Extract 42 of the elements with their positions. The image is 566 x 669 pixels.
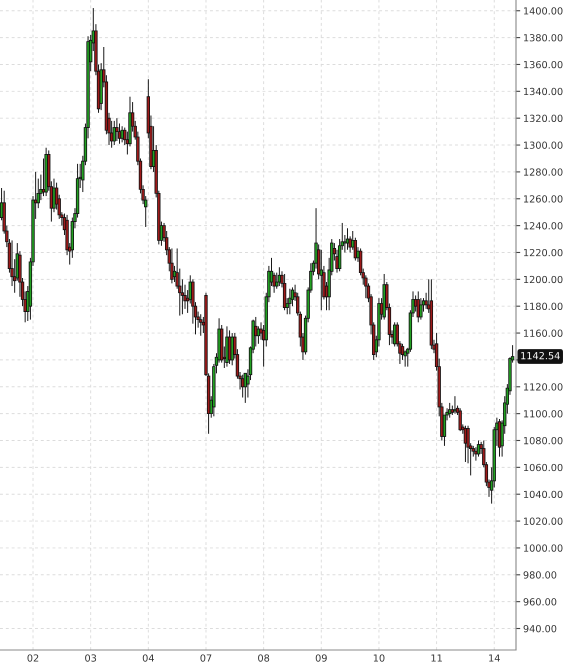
x-tick-label: 03: [85, 654, 96, 662]
x-tick-label: 10: [374, 654, 384, 662]
candlestick: [199, 314, 202, 336]
y-tick-label: 1380.00: [524, 34, 563, 42]
y-tick-label: 1220.00: [524, 248, 563, 256]
y-tick-label: 1000.00: [524, 544, 563, 552]
candlestick: [115, 118, 119, 142]
y-tick-label: 1180.00: [524, 302, 563, 310]
candlestick: [453, 396, 457, 414]
candlestick: [419, 298, 423, 320]
candlestick: [464, 425, 468, 462]
y-tick-label: 940.00: [524, 624, 556, 632]
candlestick: [170, 248, 174, 284]
candlestick: [448, 402, 452, 418]
y-tick-label: 1100.00: [524, 410, 563, 418]
y-tick-label: 1240.00: [524, 222, 563, 230]
y-tick-label: 1160.00: [524, 330, 563, 337]
x-tick-label: 09: [316, 654, 327, 662]
y-tick-label: 1400.00: [524, 7, 563, 15]
y-tick-label: 960.00: [524, 598, 556, 606]
x-tick-label: 07: [200, 654, 212, 662]
y-tick-label: 1040.00: [524, 490, 563, 498]
candlestick: [112, 120, 116, 146]
y-tick-label: 1260.00: [524, 195, 563, 203]
x-tick-label: 08: [258, 654, 270, 662]
x-tick-label: 11: [431, 654, 442, 662]
x-tick-label: 02: [27, 654, 38, 662]
y-tick-label: 1280.00: [524, 168, 563, 176]
y-tick-label: 1080.00: [524, 436, 563, 444]
y-tick-label: 1360.00: [524, 60, 563, 68]
y-tick-label: 1320.00: [524, 114, 563, 122]
y-tick-label: 1300.00: [524, 142, 563, 149]
x-tick-label: 14: [489, 654, 500, 662]
x-tick-label: 04: [142, 654, 154, 662]
y-tick-label: 1340.00: [524, 88, 563, 96]
candlestick: [458, 408, 462, 432]
y-tick-label: 1200.00: [524, 276, 563, 284]
y-tick-label: 1060.00: [524, 464, 563, 472]
y-tick-label: 1020.00: [524, 518, 563, 525]
text: 1142.54: [521, 352, 560, 360]
y-tick-label: 1120.00: [524, 383, 563, 391]
y-tick-label: 980.00: [524, 571, 556, 579]
